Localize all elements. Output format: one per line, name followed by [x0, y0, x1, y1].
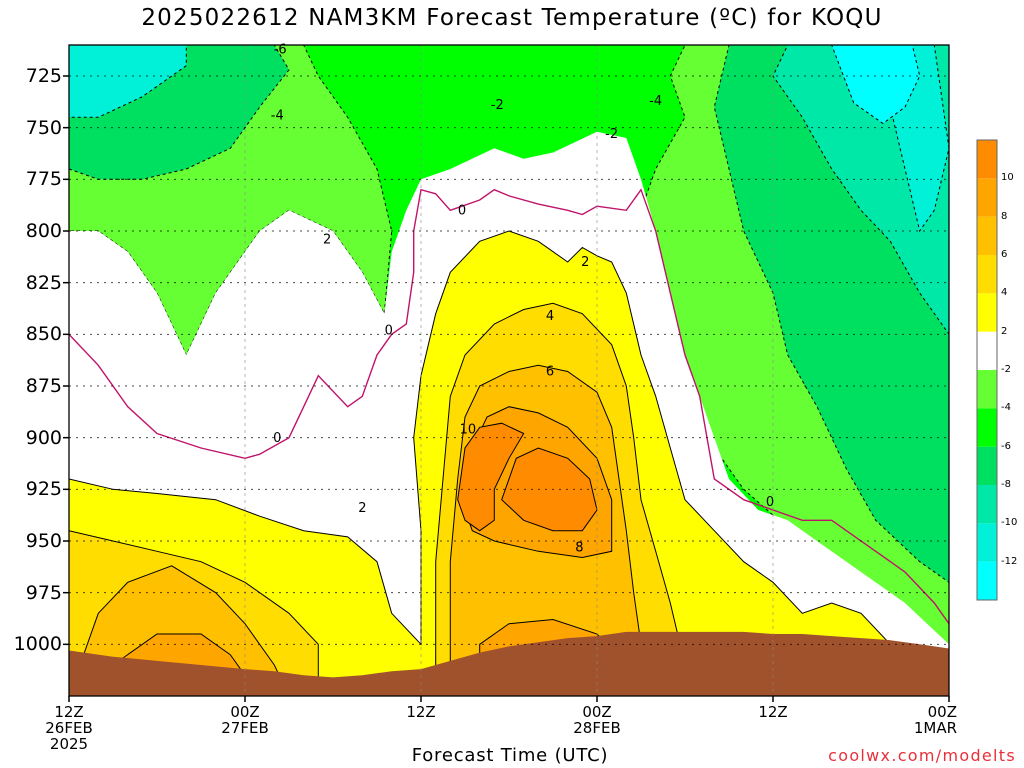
colorbar-label: 2 — [1001, 325, 1008, 337]
y-tick-label: 750 — [25, 116, 62, 139]
x-tick-label: 12Z 26FEB 2025 — [45, 703, 93, 753]
contour-label: 0 — [273, 431, 281, 446]
colorbar-label: 6 — [1001, 249, 1008, 260]
x-tick-label: 00Z 1MAR — [913, 703, 957, 737]
colorbar-label: -10 — [1001, 517, 1018, 529]
y-tick-label: 975 — [25, 581, 62, 604]
contour-label: -6 — [274, 42, 287, 57]
colorbar-swatch — [977, 485, 997, 524]
colorbar-label: 8 — [1001, 210, 1008, 222]
y-tick-label: 825 — [25, 271, 62, 294]
source-credit: coolwx.com/modelts — [828, 746, 1016, 765]
colorbar-swatch — [977, 140, 997, 179]
y-tick-label: 950 — [25, 530, 62, 552]
x-axis-title: Forecast Time (UTC) — [411, 745, 609, 766]
contour-label: 4 — [546, 309, 554, 324]
contour-label: 0 — [458, 203, 466, 218]
colorbar-swatch — [977, 331, 997, 370]
contour-label: 0 — [385, 323, 393, 338]
colorbar-swatch — [977, 370, 997, 409]
colorbar-label: -2 — [1001, 364, 1011, 375]
region-minus10-to-minus8 — [831, 45, 949, 233]
colorbar-label: -4 — [1001, 402, 1011, 414]
colorbar-swatch — [977, 216, 997, 255]
contour-label: 0 — [766, 495, 774, 510]
y-tick-label: 775 — [25, 168, 62, 191]
y-tick-label: 800 — [25, 220, 62, 242]
colorbar-swatch — [977, 523, 997, 562]
x-tick-label: 12Z — [758, 703, 788, 721]
y-tick-label: 875 — [25, 375, 62, 397]
colorbar-swatch — [977, 293, 997, 332]
colorbar-swatch — [977, 561, 997, 600]
contour-label: 2 — [581, 255, 589, 270]
x-tick-label: 00Z 28FEB — [573, 703, 621, 737]
contour-label: 2 — [358, 501, 366, 516]
colorbar-label: -12 — [1001, 555, 1018, 567]
contour-label: -4 — [271, 108, 284, 123]
x-tick-label: 00Z 27FEB — [221, 703, 269, 737]
region-gt-10-b — [501, 447, 598, 532]
y-tick-label: 725 — [25, 65, 62, 87]
contour-zero-left — [69, 188, 949, 625]
x-tick-label: 12Z — [406, 703, 436, 721]
contour-label: -2 — [491, 98, 504, 113]
colorbar-swatch — [977, 408, 997, 447]
contour-label: 6 — [546, 365, 554, 380]
colorbar-label: -6 — [1001, 440, 1011, 452]
colorbar-label: 4 — [1001, 287, 1008, 299]
colorbar-label: -8 — [1001, 479, 1011, 490]
y-tick-label: 1000 — [13, 633, 62, 656]
colorbar-label: 10 — [1001, 172, 1014, 184]
region-minus12-to-minus10 — [831, 45, 921, 125]
region-left-minus8-to-minus6 — [69, 45, 187, 118]
region-gt-10 — [457, 422, 525, 532]
contour-label: 2 — [323, 232, 331, 247]
contour-label: -2 — [605, 127, 618, 142]
chart-title: 2025022612 NAM3KM Forecast Temperature (… — [141, 5, 883, 31]
y-tick-label: 900 — [25, 426, 62, 449]
contour-label: 8 — [575, 540, 583, 555]
contour-label: -4 — [649, 94, 662, 109]
contour-label: 10 — [460, 423, 477, 438]
colorbar-swatch — [977, 446, 997, 485]
colorbar-swatch — [977, 178, 997, 217]
terrain — [69, 631, 949, 696]
colorbar-swatch — [977, 255, 997, 294]
y-tick-label: 925 — [25, 478, 62, 501]
y-tick-label: 850 — [25, 323, 62, 346]
